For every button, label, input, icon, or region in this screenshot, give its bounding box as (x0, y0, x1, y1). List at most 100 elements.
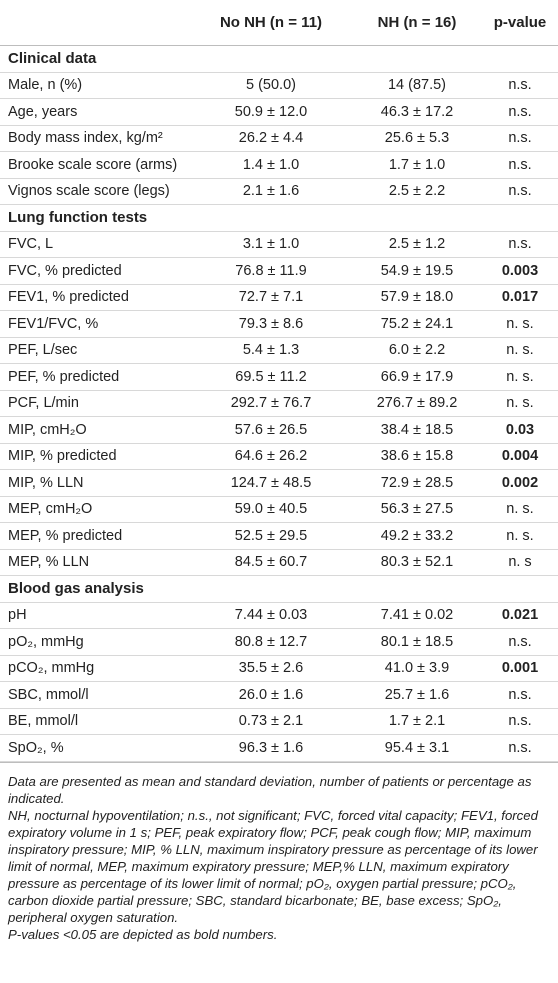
row-label: PCF, L/min (8, 395, 79, 412)
no-nh-value: 292.7 ± 76.7 (230, 395, 312, 412)
nh-value: 1.7 ± 2.1 (388, 713, 446, 730)
nh-value: 66.9 ± 17.9 (380, 368, 454, 385)
p-value: n. s. (506, 315, 534, 332)
nh-value: 7.41 ± 0.02 (380, 607, 454, 624)
table-header: No NH (n = 11) NH (n = 16) p-value (0, 0, 558, 46)
nh-value: 276.7 ± 89.2 (376, 395, 458, 412)
table-row: MIP, % predicted 64.6 ± 26.2 38.6 ± 15.8 0.… (0, 444, 558, 470)
nh-value: 25.7 ± 1.6 (384, 686, 450, 703)
no-nh-value: 64.6 ± 26.2 (234, 448, 308, 465)
p-value: n. s. (506, 342, 534, 359)
no-nh-value: 84.5 ± 60.7 (234, 554, 308, 571)
table-row: SBC, mmol/l 26.0 ± 1.6 25.7 ± 1.6 n.s. (0, 682, 558, 709)
no-nh-value: 72.7 ± 7.1 (238, 289, 304, 306)
row-label: pCO₂, mmHg (8, 660, 95, 677)
table-row: FEV1/FVC, % 79.3 ± 8.6 75.2 ± 24.1 n. s. (0, 311, 558, 338)
no-nh-value: 3.1 ± 1.0 (242, 236, 300, 253)
section-title: Clinical data (0, 46, 558, 73)
p-value: 0.001 (501, 660, 539, 677)
table-row: Male, n (%) 5 (50.0) 14 (87.5) n.s. (0, 73, 558, 99)
p-value: 0.004 (501, 448, 539, 465)
p-value: n.s. (508, 236, 532, 253)
header-no-nh: No NH (n = 11) (219, 14, 323, 31)
row-label: pH (8, 607, 27, 624)
p-value: 0.017 (501, 289, 539, 306)
no-nh-value: 5.4 ± 1.3 (242, 342, 300, 359)
no-nh-value: 52.5 ± 29.5 (234, 527, 308, 544)
row-label: PEF, % predicted (8, 368, 120, 385)
nh-value: 6.0 ± 2.2 (388, 342, 446, 359)
no-nh-value: 26.2 ± 4.4 (238, 130, 304, 147)
no-nh-value: 2.1 ± 1.6 (242, 183, 300, 200)
no-nh-value: 5 (50.0) (246, 77, 296, 94)
no-nh-value: 50.9 ± 12.0 (234, 103, 308, 120)
table-row: PCF, L/min 292.7 ± 76.7 276.7 ± 89.2 n. s. (0, 391, 558, 417)
no-nh-value: 124.7 ± 48.5 (230, 474, 312, 491)
p-value: n.s. (508, 739, 532, 756)
row-label: SBC, mmol/l (8, 686, 89, 703)
nh-value: 2.5 ± 1.2 (388, 236, 446, 253)
table-row: MIP, % LLN 124.7 ± 48.5 72.9 ± 28.5 0.002 (0, 470, 558, 497)
results-table: No NH (n = 11) NH (n = 16) p-value Clini… (0, 0, 558, 942)
no-nh-value: 80.8 ± 12.7 (234, 633, 308, 650)
row-label: PEF, L/sec (8, 342, 78, 359)
footnote-1: Data are presented as mean and standard … (8, 773, 532, 806)
table-row: MEP, % predicted 52.5 ± 29.5 49.2 ± 33.2 n.… (0, 523, 558, 550)
nh-value: 25.6 ± 5.3 (384, 130, 450, 147)
nh-value: 1.7 ± 1.0 (388, 156, 446, 173)
row-label: MEP, cmH₂O (8, 501, 93, 518)
table-row: Brooke scale score (arms) 1.4 ± 1.0 1.7 ± … (0, 152, 558, 179)
p-value: n.s. (508, 130, 532, 147)
row-label: SpO₂, % (8, 739, 64, 756)
p-value: n.s. (508, 713, 532, 730)
p-value: n. s (508, 554, 532, 571)
table-row: pCO₂, mmHg 35.5 ± 2.6 41.0 ± 3.9 0.001 (0, 656, 558, 682)
no-nh-value: 57.6 ± 26.5 (234, 421, 308, 438)
table-row: FEV1, % predicted 72.7 ± 7.1 57.9 ± 18.0 0.… (0, 285, 558, 311)
p-value: 0.002 (501, 474, 539, 491)
row-label: MIP, % predicted (8, 448, 117, 465)
table-row: SpO₂, % 96.3 ± 1.6 95.4 ± 3.1 n.s. (0, 735, 558, 762)
p-value: n.s. (508, 77, 532, 94)
table-row: MEP, % LLN 84.5 ± 60.7 80.3 ± 52.1 n. s (0, 550, 558, 576)
nh-value: 38.4 ± 18.5 (380, 421, 454, 438)
table-row: BE, mmol/l 0.73 ± 2.1 1.7 ± 2.1 n.s. (0, 709, 558, 735)
table-body: Clinical data Male, n (%) 5 (50.0) 14 (87.5… (0, 46, 558, 762)
p-value: n.s. (508, 686, 532, 703)
row-label: FEV1, % predicted (8, 289, 129, 306)
p-value: n.s. (508, 633, 532, 650)
nh-value: 75.2 ± 24.1 (380, 315, 454, 332)
table-row: FVC, L 3.1 ± 1.0 2.5 ± 1.2 n.s. (0, 232, 558, 258)
p-value: n.s. (508, 103, 532, 120)
table-row: MIP, cmH₂O 57.6 ± 26.5 38.4 ± 18.5 0.03 (0, 417, 558, 444)
no-nh-value: 96.3 ± 1.6 (238, 739, 304, 756)
nh-value: 95.4 ± 3.1 (384, 739, 450, 756)
row-label: Male, n (%) (8, 77, 83, 94)
table-row: PEF, % predicted 69.5 ± 11.2 66.9 ± 17.9 n.… (0, 364, 558, 391)
p-value: n. s. (506, 368, 534, 385)
nh-value: 38.6 ± 15.8 (380, 448, 454, 465)
nh-value: 49.2 ± 33.2 (380, 527, 454, 544)
p-value: 0.03 (505, 421, 535, 438)
row-label: Vignos scale score (legs) (8, 183, 170, 200)
p-value: n.s. (508, 156, 532, 173)
nh-value: 46.3 ± 17.2 (380, 103, 454, 120)
header-p-value: p-value (493, 14, 547, 31)
no-nh-value: 79.3 ± 8.6 (238, 315, 304, 332)
nh-value: 72.9 ± 28.5 (380, 474, 454, 491)
footnote-2: NH, nocturnal hypoventilation; n.s., not… (8, 807, 538, 925)
no-nh-value: 26.0 ± 1.6 (238, 686, 304, 703)
row-label: FVC, % predicted (8, 262, 122, 279)
row-label: MIP, % LLN (8, 474, 84, 491)
table-row: pO₂, mmHg 80.8 ± 12.7 80.1 ± 18.5 n.s. (0, 629, 558, 656)
nh-value: 80.1 ± 18.5 (380, 633, 454, 650)
table-row: Age, years 50.9 ± 12.0 46.3 ± 17.2 n.s. (0, 99, 558, 126)
p-value: n. s. (506, 395, 534, 412)
footnote-3: P-values <0.05 are depicted as bold numb… (8, 926, 278, 942)
table-row: PEF, L/sec 5.4 ± 1.3 6.0 ± 2.2 n. s. (0, 338, 558, 364)
row-label: FEV1/FVC, % (8, 315, 99, 332)
no-nh-value: 1.4 ± 1.0 (242, 156, 300, 173)
no-nh-value: 0.73 ± 2.1 (238, 713, 304, 730)
table-row: Body mass index, kg/m² 26.2 ± 4.4 25.6 ± 5… (0, 126, 558, 152)
p-value: n. s. (506, 501, 534, 518)
